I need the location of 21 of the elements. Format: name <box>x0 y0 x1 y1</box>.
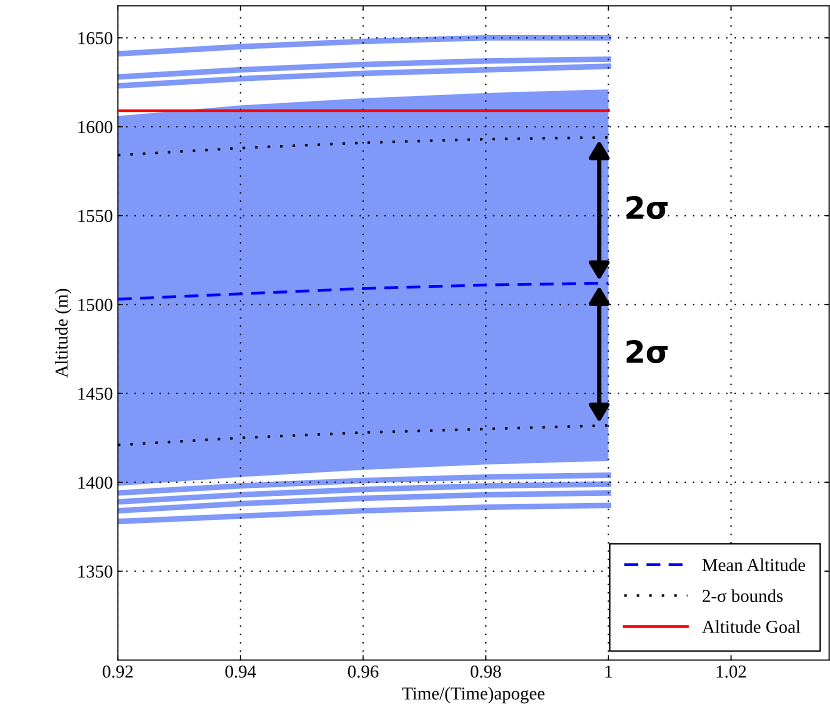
y-tick-label: 1650 <box>78 32 112 44</box>
x-tick-label: 1 <box>605 666 612 678</box>
y-tick-label: 1550 <box>78 210 112 222</box>
x-axis-title: Time/(Time)apogee <box>402 686 544 704</box>
y-tick-label: 1500 <box>78 298 112 311</box>
y-tick-label: 1600 <box>78 120 112 134</box>
annotation: 2σ <box>626 340 668 364</box>
y-axis-title: Altitude (m) <box>54 288 72 378</box>
legend-label: 2-σ bounds <box>702 589 783 602</box>
legend-label: Altitude Goal <box>702 620 800 633</box>
annotation: 2σ <box>626 196 668 220</box>
y-tick-label: 1350 <box>78 565 112 578</box>
x-tick-label: 1.02 <box>716 666 746 678</box>
x-tick-label: 0.98 <box>470 666 501 678</box>
x-tick-label: 0.96 <box>348 666 378 678</box>
line-series <box>118 282 610 301</box>
y-tick-label: 1450 <box>78 388 112 400</box>
y-tick-label: 1400 <box>78 476 112 489</box>
x-tick-label: 0.92 <box>102 666 133 678</box>
legend-label: Mean Altitude <box>702 558 806 572</box>
x-tick-label: 0.94 <box>225 666 256 678</box>
